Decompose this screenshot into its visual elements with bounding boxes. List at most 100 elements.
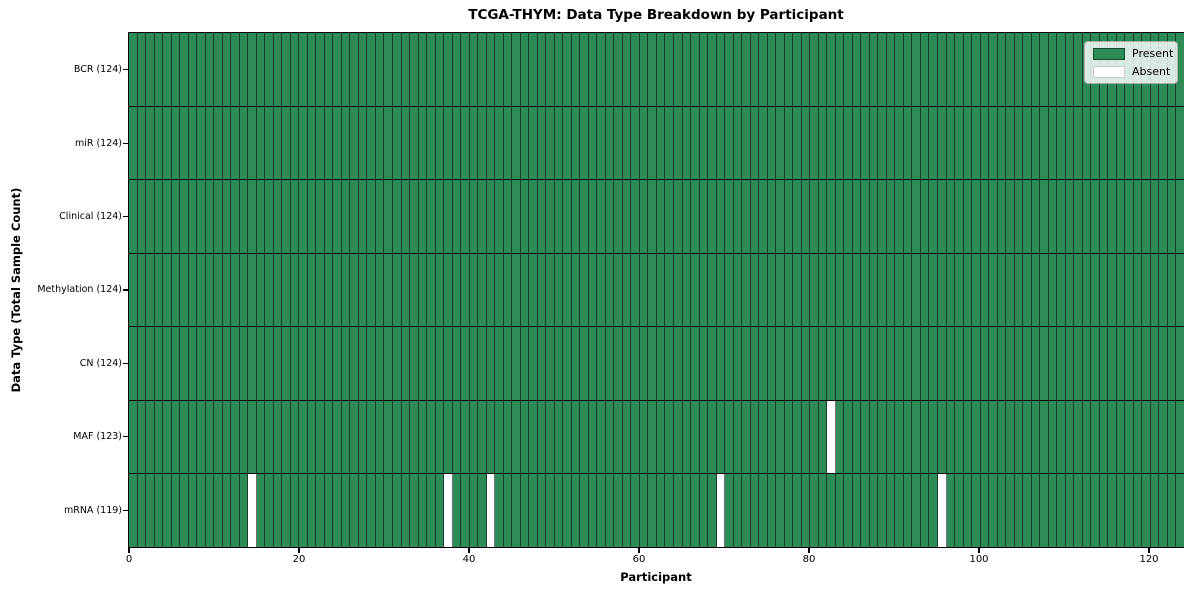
heatmap-cell-present [461, 327, 470, 400]
heatmap-cell-present [980, 327, 990, 400]
heatmap-cell-present [478, 33, 487, 106]
heatmap-cell-present [469, 327, 479, 400]
heatmap-cell-present [1108, 327, 1117, 400]
heatmap-cell-present [955, 180, 964, 253]
heatmap-cell-present [341, 474, 351, 548]
heatmap-cell-present [844, 106, 853, 180]
x-tick-label: 100 [969, 554, 989, 565]
heatmap-cell-present [1031, 253, 1041, 327]
heatmap-cell-present [188, 400, 198, 474]
heatmap-cell-present [793, 180, 802, 253]
heatmap-cell-present [1159, 474, 1168, 548]
heatmap-cell-present [1167, 253, 1177, 327]
heatmap-cell-present [742, 253, 751, 327]
heatmap-cell-present [171, 106, 181, 180]
heatmap-cell-present [614, 327, 623, 400]
heatmap-cell-present [171, 180, 181, 253]
heatmap-cell-present [231, 400, 240, 474]
heatmap-cell-present [1125, 180, 1134, 253]
heatmap-cell-present [597, 33, 606, 106]
heatmap-cell-present [469, 400, 479, 474]
heatmap-cell-present [222, 474, 232, 548]
heatmap-cell-present [282, 327, 291, 400]
heatmap-cell-present [154, 33, 164, 106]
heatmap-cell-present [614, 474, 623, 548]
heatmap-cell-present [486, 106, 496, 180]
heatmap-cell-present [810, 474, 819, 548]
y-tick-label: Clinical (124) [59, 211, 122, 223]
heatmap-cell-present [256, 180, 266, 253]
y-tick-label-row: MAF (123) [0, 400, 122, 473]
heatmap-cell-present [1159, 106, 1168, 180]
heatmap-cell-present [495, 253, 504, 327]
heatmap-cell-present [384, 253, 393, 327]
heatmap-cell-present [571, 253, 581, 327]
heatmap-cell-present [1176, 106, 1184, 180]
heatmap-cell-present [554, 106, 564, 180]
y-tick-label-row: mRNA (119) [0, 474, 122, 547]
heatmap-cell-present [708, 253, 717, 327]
heatmap-cell-present [674, 400, 683, 474]
heatmap-cell-present [1006, 106, 1015, 180]
heatmap-cell-present [920, 327, 930, 400]
heatmap-cell-present [239, 106, 249, 180]
heatmap-cell-present [495, 180, 504, 253]
heatmap-cell-present [1023, 180, 1032, 253]
heatmap-cell-present [512, 474, 521, 548]
heatmap-cell-present [980, 180, 990, 253]
heatmap-cell-present [469, 253, 479, 327]
heatmap-cell-present [495, 327, 504, 400]
heatmap-cell-present [810, 106, 819, 180]
heatmap-cell-present [1125, 106, 1134, 180]
heatmap-cell-present [546, 180, 555, 253]
heatmap-cell-present [401, 106, 411, 180]
heatmap-cell-present [801, 253, 811, 327]
heatmap-cell-present [818, 106, 828, 180]
heatmap-cell-present [180, 33, 189, 106]
heatmap-cell-absent [716, 474, 726, 548]
heatmap-cell-present [537, 253, 547, 327]
heatmap-cell-present [622, 106, 632, 180]
heatmap-cell-present [912, 400, 921, 474]
heatmap-cell-present [742, 33, 751, 106]
heatmap-cell-present [733, 400, 743, 474]
heatmap-cell-present [171, 253, 181, 327]
heatmap-cell-present [214, 474, 223, 548]
heatmap-cell-present [1176, 180, 1184, 253]
heatmap-cell-present [699, 253, 709, 327]
heatmap-cell-present [588, 253, 598, 327]
heatmap-cell-present [384, 180, 393, 253]
heatmap-cell-present [1133, 253, 1143, 327]
y-tick-label: CN (124) [79, 357, 122, 369]
heatmap-cell-present [520, 33, 530, 106]
heatmap-cell-present [972, 106, 981, 180]
heatmap-cell-present [580, 253, 589, 327]
heatmap-cell-present [341, 180, 351, 253]
heatmap-cell-present [478, 327, 487, 400]
x-tick-label: 0 [125, 554, 133, 565]
heatmap-cell-present [639, 180, 649, 253]
heatmap-row-Methylation [129, 253, 1184, 328]
heatmap-cell-present [290, 327, 300, 400]
heatmap-cell-present [231, 474, 240, 548]
heatmap-cell-present [529, 106, 538, 180]
heatmap-cell-absent [827, 400, 836, 474]
heatmap-cell-present [588, 474, 598, 548]
heatmap-cell-present [282, 253, 291, 327]
heatmap-cell-present [392, 327, 402, 400]
heatmap-cell-present [478, 253, 487, 327]
heatmap-cell-present [878, 400, 887, 474]
heatmap-cell-present [290, 474, 300, 548]
heatmap-cell-present [861, 180, 870, 253]
heatmap-cell-present [375, 106, 385, 180]
heatmap-cell-present [554, 253, 564, 327]
heatmap-cell-present [1167, 180, 1177, 253]
heatmap-cell-present [384, 474, 393, 548]
heatmap-cell-present [137, 327, 147, 400]
heatmap-cell-present [546, 327, 555, 400]
heatmap-cell-present [886, 253, 896, 327]
heatmap-cell-present [563, 33, 572, 106]
heatmap-cell-present [358, 180, 368, 253]
heatmap-cell-present [691, 327, 700, 400]
